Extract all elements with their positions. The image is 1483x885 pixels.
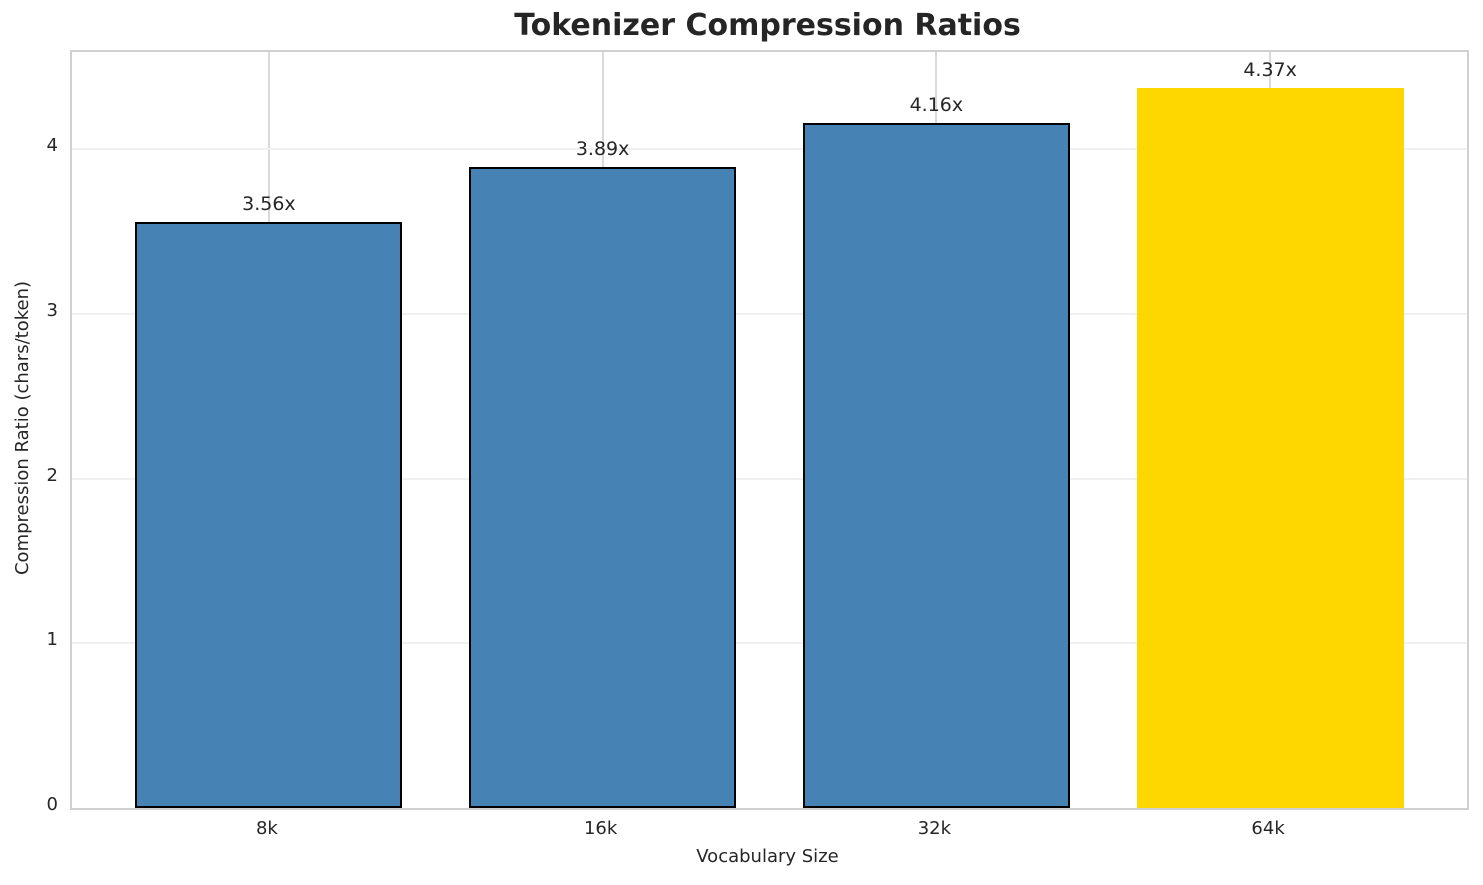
bar-64k: [1136, 88, 1404, 808]
y-tick-label: 4: [46, 135, 58, 157]
bar-value-label: 4.16x: [909, 93, 964, 116]
x-tick-label: 8k: [255, 818, 278, 839]
y-axis-label-text: Compression Ratio (chars/token): [12, 280, 33, 576]
y-tick-label: 0: [46, 794, 58, 815]
bar-value-label: 3.89x: [575, 138, 630, 161]
y-tick-label: 3: [46, 299, 58, 321]
bar-32k: [802, 122, 1070, 808]
bar-16k: [469, 167, 737, 808]
x-tick-label: 16k: [583, 818, 618, 839]
h-gridline: [72, 312, 1467, 315]
h-gridline: [72, 148, 1467, 151]
h-gridline: [72, 477, 1467, 480]
x-axis-label: Vocabulary Size: [696, 846, 839, 867]
bar-8k: [135, 221, 403, 808]
bar-value-label: 3.56x: [242, 192, 296, 215]
x-tick-label: 32k: [917, 818, 952, 839]
plot-area: 3.56x 3.89x 4.16x 4.37x: [70, 50, 1469, 810]
chart-title: Tokenizer Compression Ratios: [514, 8, 1021, 43]
h-gridline: [72, 642, 1467, 645]
y-tick-label: 2: [46, 464, 58, 486]
y-tick-label: 1: [46, 629, 58, 651]
x-tick-label: 64k: [1251, 818, 1285, 839]
bar-value-label: 4.37x: [1243, 59, 1297, 82]
